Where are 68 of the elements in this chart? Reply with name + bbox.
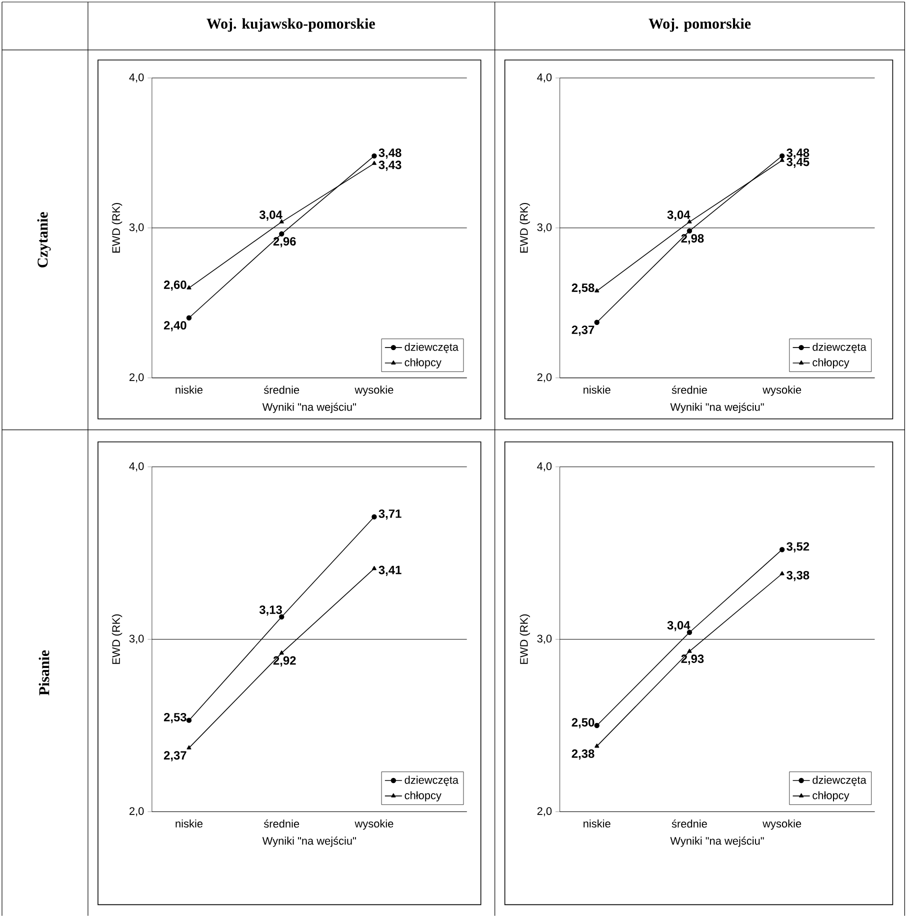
text: Woj. pomorskie xyxy=(648,18,751,32)
y-tick-label: 3,0 xyxy=(537,223,552,232)
data-label: 2,40 xyxy=(164,321,186,332)
x-axis-title: Wyniki "na wejściu" xyxy=(262,402,356,414)
data-label: 3,52 xyxy=(786,542,810,552)
data-label: 3,48 xyxy=(786,148,810,159)
data-label: 2,93 xyxy=(681,654,704,665)
data-label: 3,71 xyxy=(378,509,402,520)
data-label: 3,45 xyxy=(786,158,810,168)
legend-label: chłopcy xyxy=(812,358,850,368)
data-label: 3,48 xyxy=(378,148,402,159)
x-tick-label: wysokie xyxy=(762,820,802,830)
y-tick-label: 4,0 xyxy=(129,73,144,82)
data-label: 3,41 xyxy=(378,566,402,576)
y-tick-label: 4,0 xyxy=(537,462,552,472)
text: Pisanie xyxy=(38,650,50,696)
x-tick-label: niskie xyxy=(584,820,611,828)
y-tick-label: 4,0 xyxy=(129,462,144,472)
data-label: 2,58 xyxy=(572,284,594,294)
legend-label: chłopcy xyxy=(812,791,850,802)
data-label: 2,53 xyxy=(164,712,187,724)
data-label: 2,50 xyxy=(572,718,594,728)
y-tick-label: 2,0 xyxy=(130,807,144,816)
data-label: 2,92 xyxy=(274,656,296,666)
y-axis-title: EWD (RK) xyxy=(520,203,530,253)
y-tick-label: 3,0 xyxy=(130,223,144,232)
legend-label: dziewczęta xyxy=(812,342,867,354)
x-tick-label: niskie xyxy=(176,386,203,394)
data-label: 3,38 xyxy=(786,570,810,582)
x-axis-title: Wyniki "na wejściu" xyxy=(262,836,356,847)
x-tick-label: wysokie xyxy=(354,820,394,830)
data-label: 2,37 xyxy=(572,326,594,336)
x-tick-label: wysokie xyxy=(762,386,802,396)
x-tick-label: wysokie xyxy=(354,386,394,396)
data-label: 3,13 xyxy=(260,605,282,616)
y-tick-label: 3,0 xyxy=(537,634,552,644)
legend-label: dziewczęta xyxy=(812,776,867,786)
data-label: 3,04 xyxy=(667,210,690,221)
x-tick-label: średnie xyxy=(264,820,300,828)
data-label: 2,60 xyxy=(164,280,186,291)
y-tick-label: 2,0 xyxy=(538,373,552,382)
x-tick-label: średnie xyxy=(672,820,708,828)
x-tick-label: średnie xyxy=(264,386,300,394)
x-tick-label: niskie xyxy=(584,386,611,394)
y-tick-label: 2,0 xyxy=(538,807,552,816)
y-tick-label: 2,0 xyxy=(130,373,144,382)
y-axis-title: EWD (RK) xyxy=(112,203,122,253)
legend-label: dziewczęta xyxy=(404,776,459,786)
y-axis-title: EWD (RK) xyxy=(112,614,122,664)
x-tick-label: średnie xyxy=(672,386,708,394)
text: Woj. kujawsko-pomorskie xyxy=(206,18,376,32)
legend-label: chłopcy xyxy=(404,358,442,368)
y-axis-title: EWD (RK) xyxy=(520,614,530,664)
text: Czytanie xyxy=(37,212,51,268)
x-axis-title: Wyniki "na wejściu" xyxy=(670,836,764,847)
data-label: 3,04 xyxy=(260,210,282,221)
data-label: 2,96 xyxy=(274,237,296,248)
x-tick-label: niskie xyxy=(176,820,203,828)
y-tick-label: 4,0 xyxy=(537,73,552,82)
legend-label: chłopcy xyxy=(404,791,442,802)
data-label: 2,98 xyxy=(681,234,704,244)
data-label: 3,04 xyxy=(667,620,690,632)
x-axis-title: Wyniki "na wejściu" xyxy=(670,402,764,414)
y-tick-label: 3,0 xyxy=(130,634,144,644)
legend-label: dziewczęta xyxy=(404,342,459,354)
data-label: 3,43 xyxy=(378,160,402,171)
data-label: 2,37 xyxy=(164,751,186,762)
data-label: 2,38 xyxy=(572,749,594,760)
